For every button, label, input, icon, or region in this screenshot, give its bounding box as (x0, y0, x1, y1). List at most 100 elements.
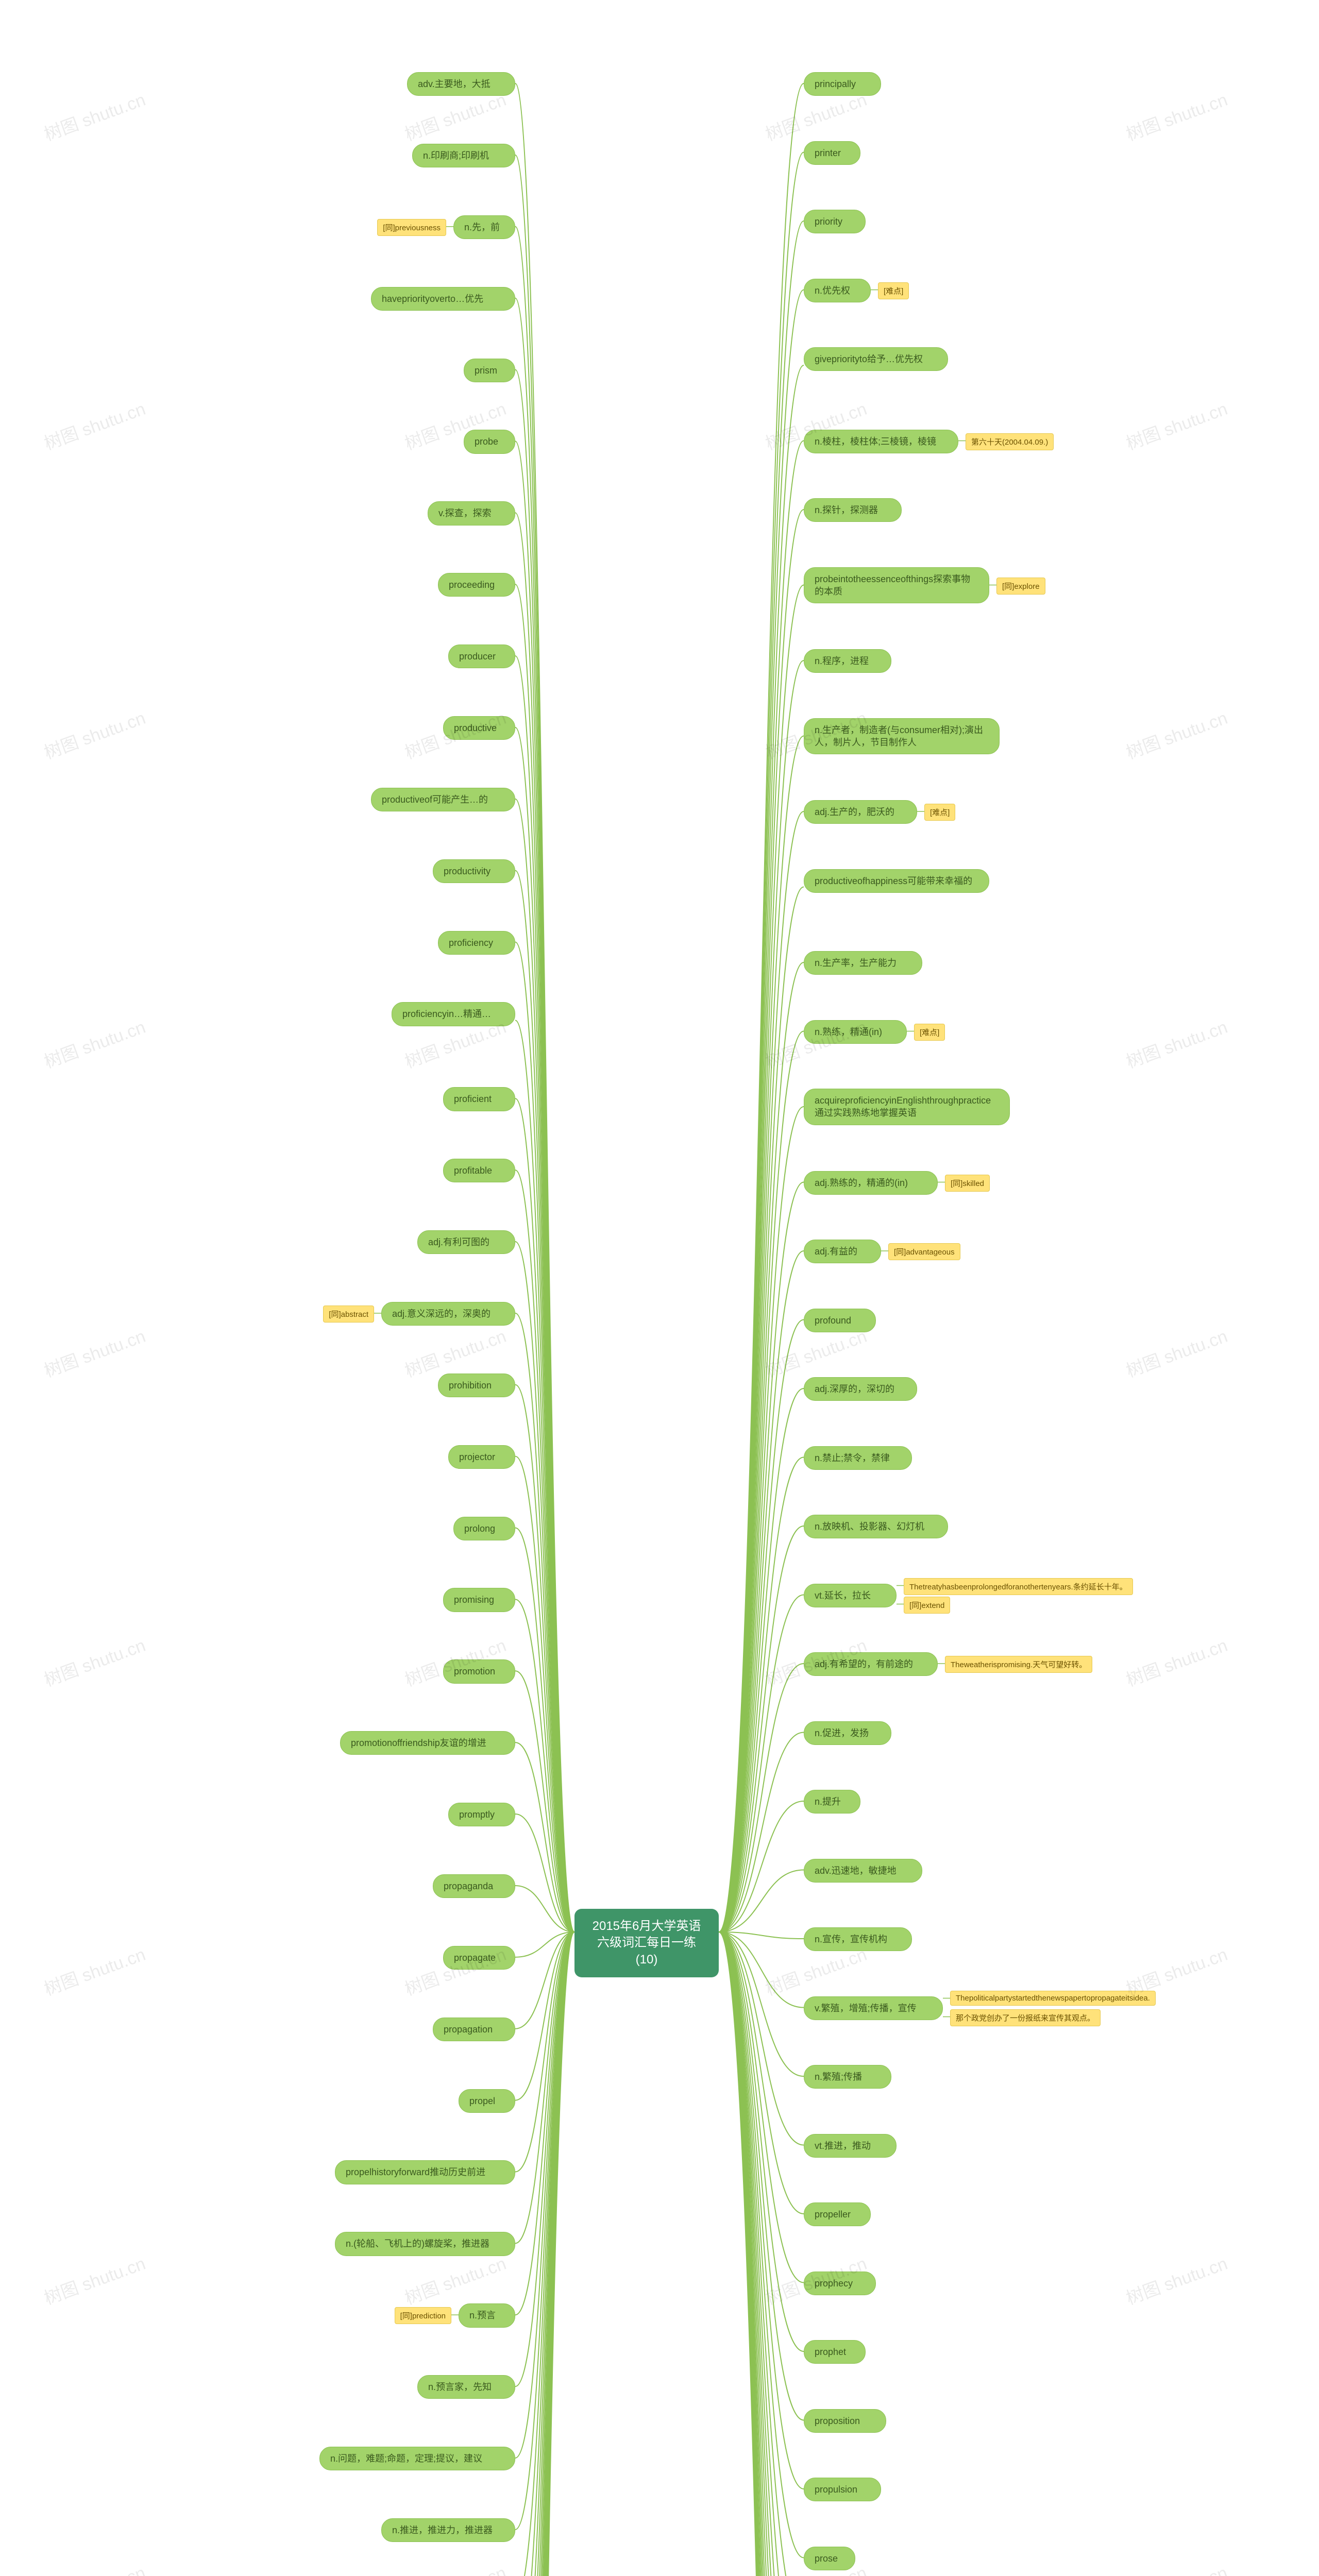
right-node: n.生产率，生产能力 (804, 951, 922, 975)
watermark: 树图 shutu.cn (1122, 395, 1230, 454)
tag: [同]explore (996, 578, 1045, 595)
left-node: prolong (453, 1517, 515, 1540)
right-node: n.探针，探测器 (804, 498, 902, 522)
left-node: profitable (443, 1159, 515, 1182)
watermark: 树图 shutu.cn (40, 1940, 148, 2000)
right-node: printer (804, 141, 860, 165)
right-node: vt.延长，拉长 (804, 1584, 897, 1607)
watermark: 树图 shutu.cn (1122, 704, 1230, 764)
tag: [难点] (878, 282, 909, 299)
left-node: adv.主要地，大抵 (407, 72, 515, 96)
left-node: n.推进，推进力，推进器 (381, 2518, 515, 2542)
right-node: vt.推进，推动 (804, 2134, 897, 2158)
watermark: 树图 shutu.cn (1122, 2249, 1230, 2309)
left-node: n.印刷商;印刷机 (412, 144, 515, 167)
left-node: n.预言家，先知 (417, 2375, 515, 2399)
watermark: 树图 shutu.cn (40, 1013, 148, 1073)
right-node: n.程序，进程 (804, 649, 891, 673)
right-node: propulsion (804, 2478, 881, 2501)
left-node: prohibition (438, 1374, 515, 1397)
watermark: 树图 shutu.cn (1122, 1322, 1230, 1382)
right-node: n.促进，发扬 (804, 1721, 891, 1745)
left-node: propagate (443, 1946, 515, 1970)
tag: [同]abstract (323, 1306, 374, 1323)
right-node: probeintotheessenceofthings探索事物的本质 (804, 567, 989, 604)
tag: [同]previousness (377, 219, 446, 236)
tag: Thetreatyhasbeenprolongedforanothertenye… (904, 1578, 1133, 1595)
left-node: n.先，前 (453, 215, 515, 239)
left-node: propel (459, 2089, 515, 2113)
tag: [同]prediction (395, 2307, 451, 2324)
watermark: 树图 shutu.cn (40, 395, 148, 454)
right-node: n.熟练，精通(in) (804, 1020, 907, 1044)
center-node: 2015年6月大学英语六级词汇每日一练(10) (574, 1909, 719, 1977)
left-node: promptly (448, 1803, 515, 1826)
left-node: proficiency (438, 931, 515, 955)
left-node: probe (464, 430, 515, 453)
watermark: 树图 shutu.cn (1122, 1631, 1230, 1691)
tag: 那个政党创办了一份报纸来宣传其观点。 (950, 2009, 1101, 2026)
right-node: priority (804, 210, 866, 233)
tag: [难点] (914, 1024, 945, 1041)
right-node: adj.生产的，肥沃的 (804, 800, 917, 824)
left-node: proceeding (438, 573, 515, 597)
watermark: 树图 shutu.cn (1122, 86, 1230, 145)
right-node: v.繁殖，增殖;传播，宣传 (804, 1996, 943, 2020)
watermark: 树图 shutu.cn (40, 86, 148, 145)
left-node: propagation (433, 2018, 515, 2041)
right-node: acquireproficiencyinEnglishthroughpracti… (804, 1089, 1010, 1125)
right-node: adj.有希望的，有前途的 (804, 1652, 938, 1676)
left-node: adj.意义深远的，深奥的 (381, 1302, 515, 1326)
tag: [同]advantageous (888, 1243, 960, 1260)
right-node: prophet (804, 2340, 866, 2364)
watermark: 树图 shutu.cn (40, 2249, 148, 2309)
watermark: 树图 shutu.cn (401, 2558, 509, 2576)
right-node: n.繁殖;传播 (804, 2065, 891, 2089)
left-node: productive (443, 716, 515, 740)
left-node: promotionoffriendship友谊的增进 (340, 1731, 515, 1755)
right-node: prophecy (804, 2272, 876, 2295)
left-node: n.问题，难题;命题，定理;提议，建议 (319, 2447, 515, 2470)
right-node: n.提升 (804, 1790, 860, 1814)
right-node: adv.迅速地，敏捷地 (804, 1859, 922, 1883)
right-node: n.生产者，制造者(与consumer相对);演出人，制片人，节目制作人 (804, 718, 1000, 755)
right-node: n.禁止;禁令，禁律 (804, 1446, 912, 1470)
right-node: givepriorityto给予…优先权 (804, 347, 948, 371)
right-node: productiveofhappiness可能带来幸福的 (804, 869, 989, 893)
left-node: propaganda (433, 1874, 515, 1898)
right-node: n.放映机、投影器、幻灯机 (804, 1515, 948, 1538)
left-node: productiveof可能产生…的 (371, 788, 515, 811)
left-node: n.(轮船、飞机上的)螺旋桨，推进器 (335, 2232, 515, 2256)
left-node: proficiencyin…精通… (392, 1002, 515, 1026)
right-node: propeller (804, 2202, 871, 2226)
right-node: n.棱柱，棱柱体;三棱镜，棱镜 (804, 430, 958, 453)
left-node: producer (448, 645, 515, 668)
right-node: adj.有益的 (804, 1240, 881, 1263)
left-node: promotion (443, 1659, 515, 1683)
watermark: 树图 shutu.cn (401, 2249, 509, 2309)
left-node: adj.有利可图的 (417, 1230, 515, 1254)
right-node: profound (804, 1309, 876, 1332)
tag: Thepoliticalpartystartedthenewspapertopr… (950, 1991, 1156, 2006)
tag: 第六十天(2004.04.09.) (966, 433, 1054, 450)
tag: [同]extend (904, 1597, 950, 1614)
left-node: productivity (433, 859, 515, 883)
right-node: adj.深厚的，深切的 (804, 1377, 917, 1401)
left-node: propelhistoryforward推动历史前进 (335, 2160, 515, 2184)
watermark: 树图 shutu.cn (40, 1322, 148, 1382)
tag: Theweatherispromising.天气可望好转。 (945, 1656, 1092, 1673)
left-node: n.预言 (459, 2303, 515, 2327)
tag: [难点] (924, 804, 955, 821)
watermark: 树图 shutu.cn (40, 1631, 148, 1691)
left-node: promising (443, 1588, 515, 1612)
tag: [同]skilled (945, 1175, 990, 1192)
right-node: principally (804, 72, 881, 96)
left-node: havepriorityoverto…优先 (371, 287, 515, 311)
right-node: n.宣传，宣传机构 (804, 1927, 912, 1951)
right-node: proposition (804, 2409, 886, 2433)
right-node: prose (804, 2547, 855, 2570)
left-node: proficient (443, 1087, 515, 1111)
right-node: adj.熟练的，精通的(in) (804, 1171, 938, 1195)
left-node: v.探查，探索 (428, 501, 515, 525)
left-node: prism (464, 359, 515, 382)
